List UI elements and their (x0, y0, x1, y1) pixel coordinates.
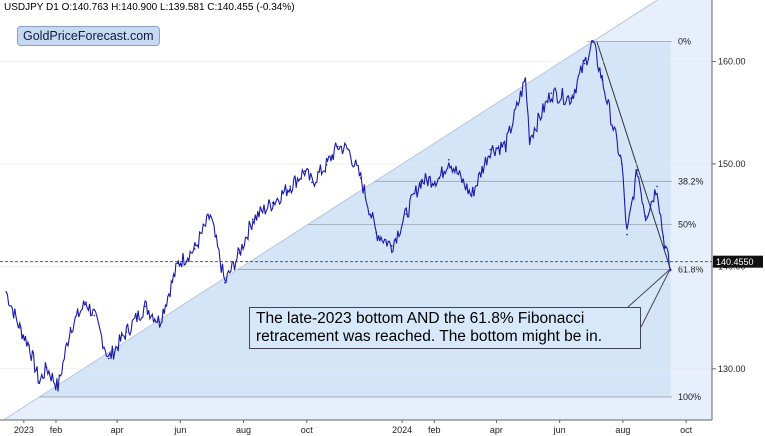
time-axis: 2023 feb apr jun aug oct 2024 feb apr jun aug oct (0, 419, 712, 435)
price-point (438, 177, 441, 180)
x-tick-label: apr (111, 425, 124, 435)
fibonacci-layer: 0% 38.2% 50% 61.8% 100% (3, 0, 713, 421)
x-tick-label: aug (615, 425, 630, 435)
x-tick-label: feb (50, 425, 63, 435)
price-point (337, 145, 339, 148)
price-point (583, 62, 586, 65)
price-point (209, 214, 212, 216)
y-tick-label: 150.00 (718, 159, 746, 169)
price-point (303, 170, 306, 172)
price-point (644, 215, 647, 217)
price-point (419, 180, 422, 183)
price-point (621, 163, 623, 165)
x-tick-label: jun (173, 425, 186, 435)
price-point (325, 164, 328, 166)
price-point (5, 291, 8, 293)
price-point (570, 97, 572, 100)
fib-label: 0% (678, 36, 691, 46)
x-tick-label: apr (490, 425, 503, 435)
chart-header: USDJPY D1 O:140.763 H:140.900 L:139.581 … (4, 2, 295, 13)
decline-trendline (596, 41, 672, 270)
price-point (45, 366, 48, 369)
price-point (601, 79, 603, 81)
price-point (524, 78, 527, 80)
annotation-box: The late-2023 bottom AND the 61.8% Fibon… (249, 307, 641, 349)
x-tick-label: aug (236, 425, 251, 435)
price-point (158, 320, 161, 323)
price-point (390, 245, 393, 247)
price-point (405, 213, 408, 215)
price-point (447, 159, 450, 161)
price-point (252, 218, 254, 221)
x-tick-label: jun (553, 425, 566, 435)
fib-label: 61.8% (678, 264, 704, 274)
price-series (5, 40, 672, 392)
grid-layer (0, 61, 712, 370)
brand-logo[interactable]: GoldPriceForecast.com (17, 26, 160, 46)
price-point (69, 327, 72, 329)
price-point (108, 357, 110, 360)
price-point (85, 301, 87, 303)
y-tick-label: 160.00 (718, 56, 746, 66)
price-point (504, 144, 507, 147)
price-point (311, 181, 313, 184)
price-point (271, 202, 274, 204)
x-tick-label: oct (680, 425, 693, 435)
price-point (28, 344, 30, 347)
current-price-tag (713, 255, 763, 268)
price-point (194, 248, 196, 250)
price-point (528, 137, 531, 140)
x-tick-label: 2024 (392, 425, 412, 435)
price-point (359, 177, 362, 180)
price-point (669, 269, 672, 272)
axis-background (712, 0, 765, 436)
price-point (289, 185, 291, 188)
price-point (177, 262, 180, 265)
price-point (375, 231, 378, 234)
price-point (489, 148, 492, 151)
price-point (224, 281, 226, 284)
price-point (125, 331, 128, 333)
fib-label: 38.2% (678, 176, 704, 186)
x-tick-label: feb (428, 425, 441, 435)
fib-label: 50% (678, 219, 696, 229)
fib-label: 100% (678, 392, 701, 402)
price-point (470, 194, 473, 197)
x-tick-label: oct (301, 425, 314, 435)
price-point (38, 381, 41, 383)
price-point (626, 233, 628, 236)
price-point (93, 314, 96, 317)
price-point (347, 148, 350, 151)
price-point (238, 252, 241, 254)
current-price-label: 140.4550 (716, 257, 754, 267)
price-point (656, 185, 658, 188)
price-point (592, 41, 594, 43)
price-point (662, 235, 665, 238)
price-line (5, 40, 672, 392)
price-point (550, 92, 553, 95)
x-tick-label: 2023 (14, 425, 34, 435)
price-point (636, 169, 639, 171)
price-point (57, 386, 59, 389)
price-point (18, 327, 21, 329)
price-point (144, 305, 146, 308)
y-tick-label: 130.00 (718, 364, 746, 374)
